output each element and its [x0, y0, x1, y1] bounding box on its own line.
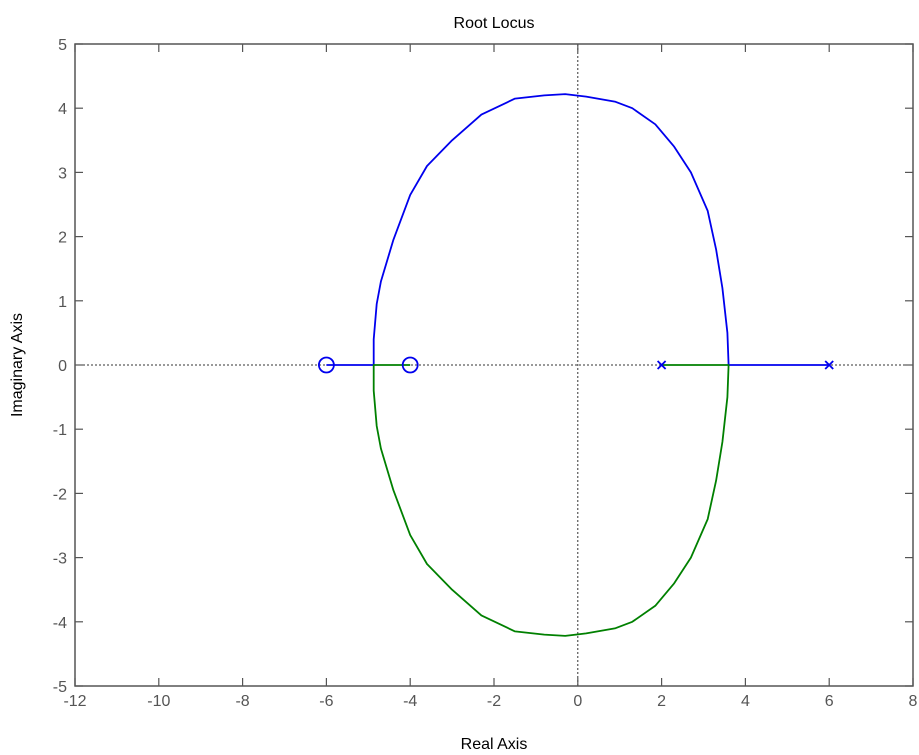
- x-tick-label: 8: [909, 693, 918, 710]
- x-tick-label: -4: [403, 693, 417, 710]
- pole-zero-markers: [317, 356, 834, 374]
- chart-title: Root Locus: [454, 15, 535, 32]
- x-tick-label: 6: [825, 693, 834, 710]
- x-tick-label: -12: [63, 693, 86, 710]
- y-tick-label: 3: [58, 165, 67, 182]
- y-tick-label: 1: [58, 294, 67, 311]
- y-tick-label: -3: [53, 551, 67, 568]
- y-tick-label: -2: [53, 486, 67, 503]
- y-tick-label: 5: [58, 37, 67, 54]
- pole-marker-2: [824, 360, 834, 370]
- y-tick-label: -4: [53, 615, 67, 632]
- pole-marker-1: [656, 360, 667, 370]
- locus-branch-2: [372, 364, 730, 637]
- x-axis-label: Real Axis: [461, 736, 528, 753]
- zero-marker-2: [401, 356, 419, 374]
- y-axis-label: Imaginary Axis: [9, 313, 26, 417]
- x-tick-label: 4: [741, 693, 750, 710]
- x-tick-label: -10: [147, 693, 170, 710]
- y-tick-label: -1: [53, 422, 67, 439]
- x-tick-label: -6: [319, 693, 333, 710]
- y-tick-label: 4: [58, 101, 67, 118]
- x-tick-label: -8: [235, 693, 249, 710]
- zero-marker-1: [317, 356, 335, 374]
- x-tick-label: -2: [487, 693, 501, 710]
- x-tick-label: 0: [573, 693, 582, 710]
- y-tick-label: 2: [58, 230, 67, 247]
- y-tick-label: -5: [53, 679, 67, 696]
- reference-lines: [75, 44, 913, 686]
- y-tick-label: 0: [58, 358, 67, 375]
- pole-marker-stroke: [824, 360, 834, 370]
- locus-branch-1: [326, 93, 830, 366]
- x-tick-label: 2: [657, 693, 666, 710]
- pole-marker-stroke: [656, 360, 667, 370]
- locus-branches: [326, 93, 830, 637]
